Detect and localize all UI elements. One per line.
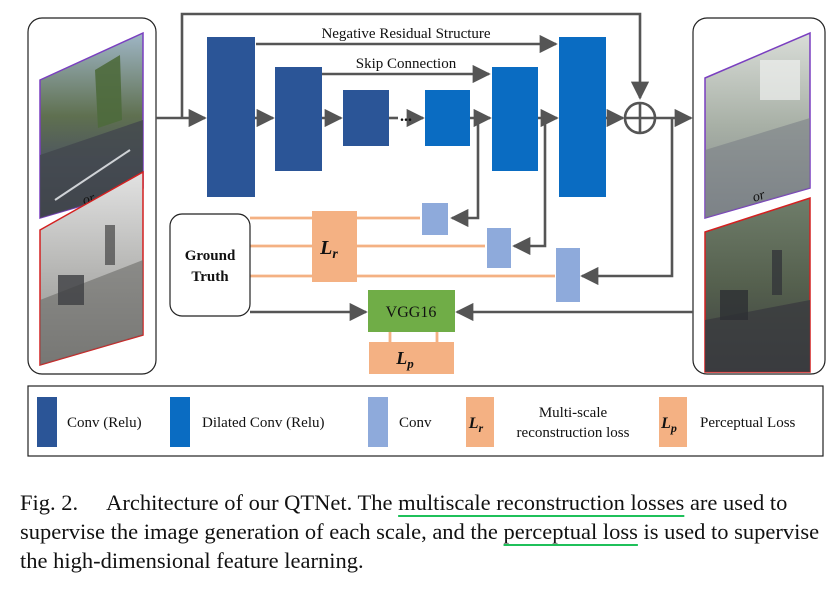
caption-part2: are used to supervise the image generati… bbox=[20, 490, 788, 544]
conv-relu-block-2 bbox=[275, 67, 322, 171]
output-panel: or bbox=[692, 17, 826, 375]
or-label-right: or bbox=[751, 187, 768, 205]
legend-conv-relu-swatch bbox=[37, 397, 57, 447]
legend-dilated-conv-label: Dilated Conv (Relu) bbox=[202, 415, 324, 431]
vgg16-label: VGG16 bbox=[386, 304, 437, 321]
multiscale-loss-symbol: Lr bbox=[319, 237, 338, 262]
caption-part3: is used to supervise the high-dimensiona… bbox=[20, 519, 820, 573]
negative-residual-label: Negative Residual Structure bbox=[321, 26, 490, 42]
legend-multiscale-symbol: Lr bbox=[468, 415, 484, 435]
caption-highlight-multiscale: multiscale reconstruction losses bbox=[398, 490, 685, 515]
legend-perceptual-symbol: Lp bbox=[660, 415, 677, 435]
caption-prefix: Fig. 2. bbox=[20, 490, 79, 515]
legend-perceptual-label: Perceptual Loss bbox=[700, 415, 796, 431]
legend-conv-relu-label: Conv (Relu) bbox=[67, 415, 142, 431]
caption-highlight-perceptual: perceptual loss bbox=[503, 519, 638, 544]
dilated-conv-block-2 bbox=[492, 67, 538, 171]
connectors bbox=[156, 12, 693, 322]
multiscale-loss-box bbox=[312, 211, 357, 282]
legend-conv-label: Conv bbox=[399, 415, 432, 431]
caption-part1: Architecture of our QTNet. The bbox=[106, 490, 399, 515]
legend-multiscale-line2: reconstruction loss bbox=[517, 425, 630, 441]
ellipsis: ... bbox=[400, 108, 412, 125]
loss-connectors bbox=[250, 216, 555, 342]
perceptual-loss-symbol: Lp bbox=[395, 348, 414, 371]
ground-truth-line1: Ground bbox=[185, 248, 236, 264]
input-image-hazy bbox=[39, 170, 144, 366]
figure-caption: Fig. 2. Architecture of our QTNet. The mu… bbox=[20, 488, 820, 575]
side-conv-2 bbox=[487, 228, 511, 268]
conv-relu-block-1 bbox=[207, 37, 255, 197]
vgg16-box bbox=[368, 290, 455, 332]
side-conv-1 bbox=[422, 203, 448, 235]
conv-relu-block-3 bbox=[343, 90, 389, 146]
legend-multiscale-line1: Multi-scale bbox=[539, 405, 608, 421]
legend-dilated-conv-swatch bbox=[170, 397, 190, 447]
input-panel: or bbox=[27, 17, 157, 375]
ground-truth-box: Ground Truth bbox=[169, 213, 251, 317]
legend-perceptual-swatch bbox=[659, 397, 687, 447]
output-image-hazy bbox=[704, 31, 811, 219]
ground-truth-line2: Truth bbox=[191, 269, 229, 285]
legend: Conv (Relu) Dilated Conv (Relu) Conv Lr … bbox=[27, 385, 824, 457]
dilated-conv-block-3 bbox=[559, 37, 606, 197]
architecture-diagram: or or bbox=[27, 12, 826, 457]
dilated-conv-block-1 bbox=[425, 90, 470, 146]
legend-conv-swatch bbox=[368, 397, 388, 447]
side-conv-3 bbox=[556, 248, 580, 302]
sum-node bbox=[623, 101, 657, 135]
legend-multiscale-swatch bbox=[466, 397, 494, 447]
output-image-clear bbox=[704, 196, 811, 373]
skip-connection-label: Skip Connection bbox=[356, 56, 457, 72]
perceptual-loss-box bbox=[369, 342, 454, 374]
